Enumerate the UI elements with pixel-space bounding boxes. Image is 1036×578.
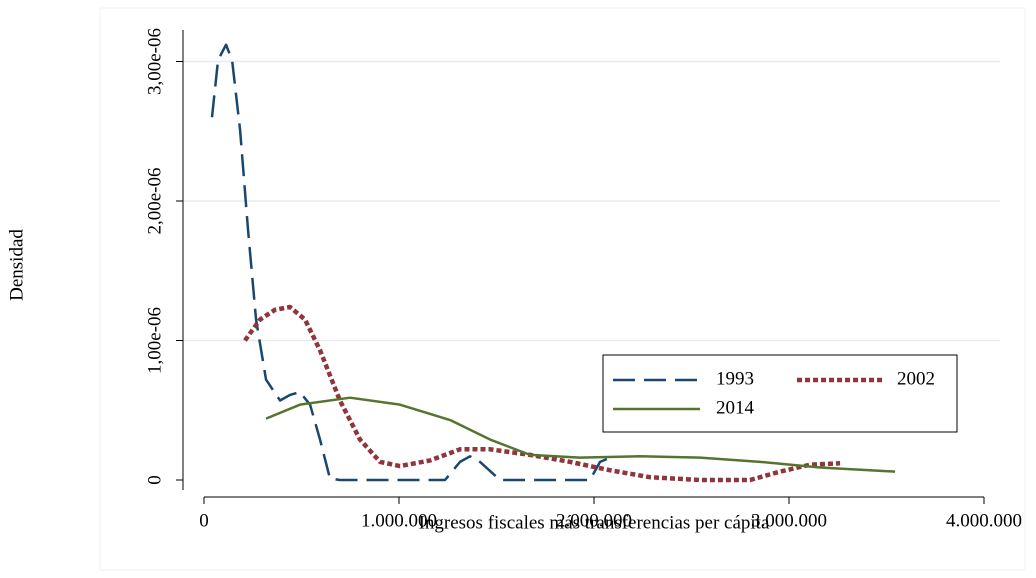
- x-tick-label: 1.000.000: [361, 510, 437, 531]
- x-tick-label: 3.000.000: [751, 510, 827, 531]
- legend-label: 2014: [716, 397, 755, 418]
- x-tick-label: 2.000.000: [556, 510, 632, 531]
- x-tick-label: 0: [199, 510, 209, 531]
- y-tick-label: 0: [144, 475, 165, 485]
- y-tick-label: 2,00e-06: [144, 167, 165, 234]
- density-line: [243, 304, 841, 483]
- y-tick-label: 3,00e-06: [144, 28, 165, 95]
- y-axis-label: Densidad: [6, 229, 27, 301]
- plot-frame: [99, 7, 1026, 571]
- x-axis-label: Ingresos fiscales más transferencias per…: [419, 512, 770, 533]
- x-tick-label: 4.000.000: [946, 510, 1022, 531]
- density-line: [265, 396, 896, 473]
- density-line: [210, 43, 611, 482]
- legend-label: 1993: [716, 368, 754, 389]
- y-tick-label: 1,00e-06: [144, 307, 165, 374]
- legend-box: [602, 354, 958, 433]
- legend-label: 2002: [897, 368, 935, 389]
